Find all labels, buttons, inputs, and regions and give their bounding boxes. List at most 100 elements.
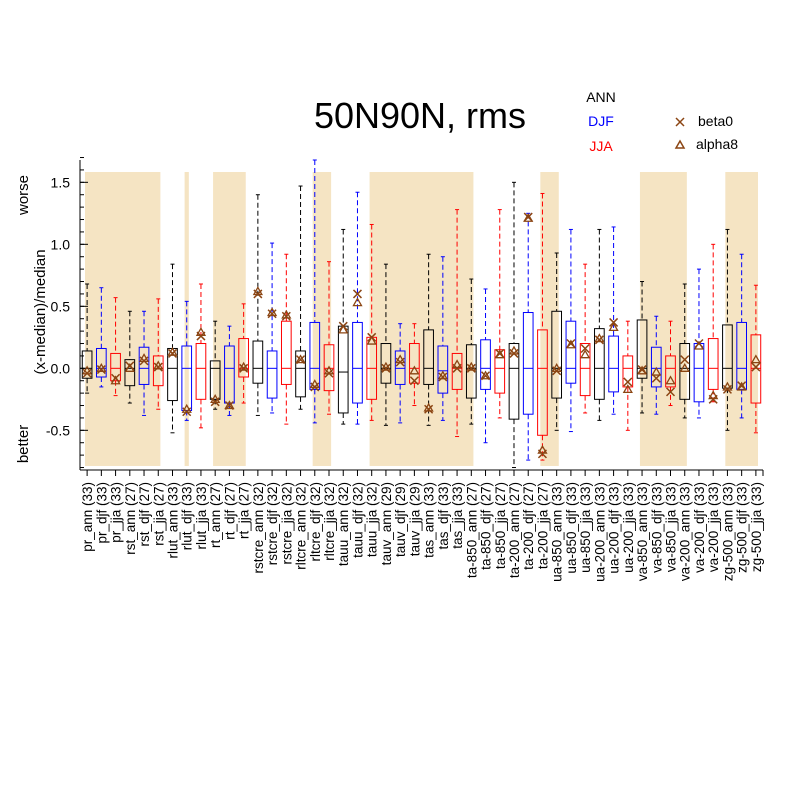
alpha8-marker — [352, 297, 363, 307]
box — [451, 352, 463, 390]
x-tick-label: pr_ann (33) — [80, 482, 95, 552]
alpha8-marker — [338, 324, 349, 334]
x-tick-label: va-850_jja (33) — [664, 482, 679, 572]
alpha8-marker — [252, 286, 263, 296]
x-tick-label: pr_jja (33) — [109, 482, 124, 543]
beta0-marker — [96, 365, 106, 375]
alpha8-marker — [551, 363, 562, 372]
box — [650, 346, 662, 388]
x-tick-labels: pr_ann (33) pr_djf (33) pr_jja (33) rst_ann… — [80, 482, 764, 582]
box — [693, 343, 705, 403]
beta0-marker — [352, 289, 362, 299]
alpha8-marker — [110, 375, 121, 385]
x-tick-label: va-850_ann (33) — [635, 482, 650, 581]
alpha8-marker — [679, 363, 690, 372]
alpha8-marker — [665, 375, 676, 385]
x-tick-label: zg-500_jja (33) — [749, 482, 764, 572]
beta0-marker — [239, 363, 249, 373]
alpha8-marker — [380, 361, 392, 371]
x-tick-label: rltcre_jja (32) — [322, 482, 337, 561]
box — [636, 319, 648, 379]
alpha8-marker — [708, 390, 719, 400]
box — [522, 312, 534, 415]
alpha8-marker — [736, 381, 747, 391]
box — [551, 310, 563, 399]
x-tick-label: rlut_ann (33) — [165, 482, 180, 559]
box — [409, 343, 420, 384]
box — [238, 338, 249, 378]
y-tick-label: -0.5 — [46, 422, 70, 438]
beta0-marker — [438, 372, 448, 382]
x-tick-label: ta-850_jja (27) — [493, 482, 508, 569]
box — [565, 320, 577, 384]
box — [508, 343, 520, 420]
alpha8-marker — [266, 307, 278, 317]
alpha8-marker — [295, 354, 306, 364]
alpha8-marker — [409, 365, 420, 375]
alpha8-marker — [594, 333, 605, 343]
x-tick-label: tauu_djf (32) — [350, 482, 365, 558]
box — [380, 343, 392, 384]
legend-alpha8: alpha8 — [696, 136, 738, 152]
shaded-band — [85, 172, 161, 466]
beta0-marker — [167, 348, 178, 358]
shaded-band — [213, 172, 246, 466]
x-tick-label: pr_djf (33) — [94, 482, 109, 544]
alpha8-marker — [651, 366, 662, 376]
x-tick-label: zg-500_djf (33) — [735, 482, 750, 573]
x-tick-label: rlut_djf (33) — [180, 482, 195, 550]
box — [722, 324, 733, 389]
alpha8-marker — [309, 379, 320, 389]
chart-title: 50N90N, rms — [314, 95, 526, 136]
shaded-band — [312, 172, 332, 466]
x-tick-label: ta-200_djf (27) — [521, 482, 536, 570]
alpha8-marker — [580, 349, 591, 359]
box — [266, 350, 278, 399]
box-series — [81, 159, 762, 469]
alpha8-marker — [96, 363, 107, 372]
alpha8-marker — [480, 370, 491, 380]
box — [323, 344, 335, 392]
alpha8-marker — [437, 370, 448, 380]
alpha8-marker — [466, 361, 477, 371]
legend-jja: JJA — [589, 138, 613, 154]
beta0-marker — [751, 362, 761, 372]
alpha8-marker — [395, 354, 406, 364]
y-tick-label: 1.5 — [51, 174, 71, 190]
x-tick-label: tauv_ann (29) — [379, 482, 394, 565]
x-tick-label: zg-500_ann (33) — [720, 482, 735, 581]
alpha8-marker — [153, 360, 164, 370]
box — [252, 340, 264, 384]
box — [707, 338, 719, 390]
x-tick-label: ta-850_djf (27) — [479, 482, 494, 570]
box — [608, 335, 619, 393]
box — [750, 334, 762, 404]
x-tick-label: tauv_jja (29) — [407, 482, 422, 556]
alpha8-marker — [323, 365, 335, 375]
box — [352, 321, 363, 404]
y-tick-label: 0.0 — [51, 360, 71, 376]
x-tick-label: ua-200_ann (33) — [592, 482, 607, 582]
x-tick-label: ua-850_jja (33) — [578, 482, 593, 573]
x-tick-label: rstcre_jja (32) — [279, 482, 294, 565]
box — [337, 325, 349, 414]
axes: -0.5 0.0 0.5 1.0 1.5 — [46, 157, 764, 476]
x-tick-label: tas_djf (33) — [436, 482, 451, 550]
beta0-marker — [281, 311, 291, 321]
alpha8-marker — [608, 322, 619, 332]
alpha8-marker — [722, 381, 733, 391]
beta0-marker — [409, 376, 419, 386]
alpha8-marker — [693, 340, 705, 350]
alpha8-marker — [167, 346, 178, 356]
box — [579, 343, 591, 397]
box — [437, 345, 449, 394]
shaded-band — [639, 172, 687, 466]
box — [295, 350, 306, 398]
alpha8-marker — [537, 444, 548, 454]
box — [280, 320, 292, 385]
x-tick-label: tas_ann (33) — [422, 482, 437, 558]
x-tick-label: rltcre_djf (32) — [308, 482, 323, 562]
alpha8-marker — [238, 361, 249, 371]
alpha8-marker — [210, 394, 221, 403]
